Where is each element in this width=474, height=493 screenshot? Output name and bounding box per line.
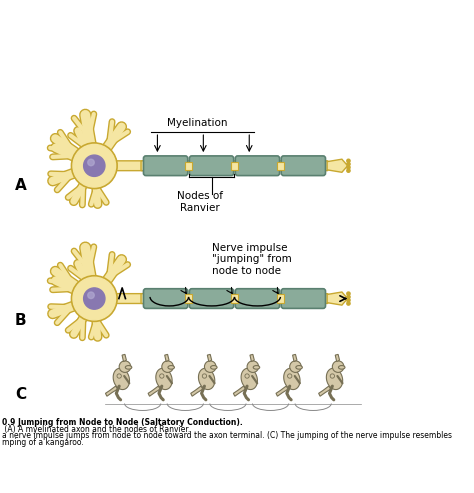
Polygon shape	[241, 368, 257, 389]
Circle shape	[347, 302, 350, 305]
Ellipse shape	[210, 366, 217, 369]
Ellipse shape	[168, 366, 174, 369]
Circle shape	[202, 374, 207, 378]
Circle shape	[88, 292, 94, 299]
Polygon shape	[327, 292, 347, 305]
Text: mping of a kangaroo.: mping of a kangaroo.	[1, 438, 83, 447]
FancyBboxPatch shape	[141, 161, 328, 171]
Bar	[231, 294, 238, 303]
FancyBboxPatch shape	[190, 289, 234, 309]
FancyBboxPatch shape	[117, 161, 144, 171]
FancyBboxPatch shape	[235, 156, 280, 176]
Ellipse shape	[125, 366, 132, 369]
Text: (A) A myelinated axon and the nodes of Ranvier.: (A) A myelinated axon and the nodes of R…	[1, 425, 190, 434]
Bar	[277, 294, 283, 303]
FancyBboxPatch shape	[144, 156, 188, 176]
Circle shape	[347, 169, 350, 172]
Circle shape	[71, 276, 117, 321]
Ellipse shape	[296, 366, 302, 369]
Polygon shape	[327, 368, 343, 389]
Polygon shape	[207, 354, 212, 361]
Polygon shape	[122, 354, 127, 361]
Circle shape	[347, 299, 350, 302]
Circle shape	[332, 361, 344, 372]
Bar	[185, 294, 192, 303]
Circle shape	[330, 374, 335, 378]
FancyBboxPatch shape	[190, 156, 234, 176]
Circle shape	[117, 374, 121, 378]
Polygon shape	[284, 368, 300, 389]
Circle shape	[119, 361, 131, 372]
Circle shape	[347, 292, 350, 295]
Circle shape	[247, 361, 259, 372]
Polygon shape	[148, 386, 160, 396]
FancyBboxPatch shape	[144, 289, 188, 309]
Circle shape	[245, 374, 249, 378]
Bar	[231, 162, 238, 170]
Text: A: A	[15, 178, 27, 193]
Ellipse shape	[338, 366, 345, 369]
Circle shape	[288, 374, 292, 378]
Circle shape	[71, 143, 117, 189]
FancyBboxPatch shape	[281, 289, 326, 309]
Circle shape	[347, 166, 350, 169]
Polygon shape	[319, 386, 331, 396]
FancyBboxPatch shape	[235, 289, 280, 309]
Polygon shape	[233, 386, 246, 396]
Text: a nerve impulse jumps from node to node toward the axon terminal. (C) The jumpin: a nerve impulse jumps from node to node …	[1, 431, 452, 440]
Circle shape	[83, 155, 105, 176]
Text: C: C	[15, 387, 26, 402]
FancyBboxPatch shape	[281, 156, 326, 176]
Polygon shape	[191, 386, 203, 396]
Polygon shape	[250, 354, 254, 361]
Polygon shape	[335, 354, 339, 361]
Polygon shape	[199, 368, 215, 389]
Polygon shape	[106, 386, 118, 396]
Polygon shape	[156, 368, 172, 389]
Circle shape	[73, 144, 116, 187]
Circle shape	[347, 295, 350, 299]
Bar	[277, 162, 283, 170]
Circle shape	[73, 277, 116, 320]
FancyBboxPatch shape	[141, 294, 328, 304]
Bar	[185, 162, 192, 170]
Polygon shape	[292, 354, 297, 361]
Text: Nodes of
Ranvier: Nodes of Ranvier	[177, 191, 223, 212]
FancyBboxPatch shape	[117, 294, 144, 304]
Polygon shape	[327, 159, 347, 172]
Text: Myelination: Myelination	[167, 118, 228, 128]
Text: Nerve impulse
"jumping" from
node to node: Nerve impulse "jumping" from node to nod…	[211, 243, 292, 276]
Polygon shape	[276, 386, 288, 396]
Polygon shape	[164, 354, 169, 361]
Circle shape	[347, 163, 350, 166]
Text: B: B	[15, 313, 27, 328]
Circle shape	[204, 361, 216, 372]
Circle shape	[83, 288, 105, 309]
Text: 0.9 Jumping from Node to Node (Saltatory Conduction).: 0.9 Jumping from Node to Node (Saltatory…	[1, 418, 242, 427]
Polygon shape	[113, 368, 129, 389]
Circle shape	[347, 159, 350, 163]
Circle shape	[162, 361, 173, 372]
Ellipse shape	[253, 366, 260, 369]
Circle shape	[290, 361, 301, 372]
Circle shape	[160, 374, 164, 378]
Circle shape	[88, 159, 94, 166]
